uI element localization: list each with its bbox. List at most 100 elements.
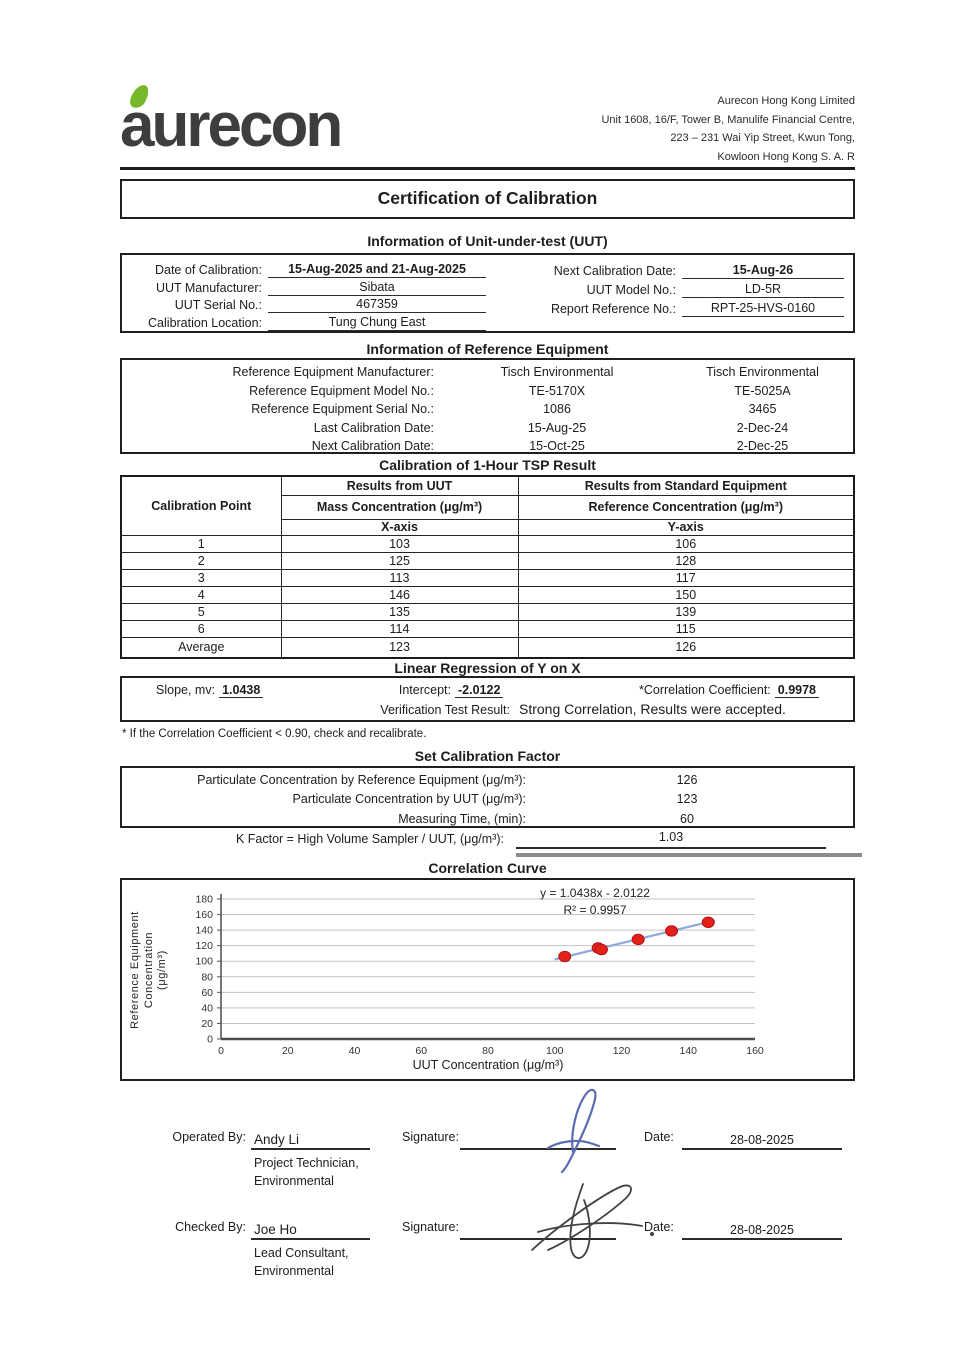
intercept-group: Intercept: -2.0122 [399, 683, 504, 698]
field-value: 2-Dec-24 [736, 420, 789, 435]
uut-field-serial-no: UUT Serial No.: 467359 [122, 296, 486, 314]
field-value: 126 [676, 772, 698, 787]
k-factor-row: K Factor = High Volume Sampler / UUT, (μ… [120, 830, 862, 860]
field-value: Tisch Environmental [500, 365, 614, 380]
chart-x-axis-label: UUT Concentration (μg/m³) [412, 1058, 564, 1072]
table-row: 4 146 150 [120, 585, 855, 604]
operator-name-block: Andy Li Project Technician, Environmenta… [251, 1122, 370, 1190]
table-row: 5 135 139 [120, 602, 855, 621]
field-label: Calibration Location: [148, 316, 262, 330]
reference-section-title: Information of Reference Equipment [366, 341, 609, 357]
field-label: UUT Serial No.: [174, 298, 262, 313]
document-title: Certification of Calibration [377, 188, 598, 208]
cell-point: Average [120, 636, 282, 659]
checked-by-label: Checked By: [175, 1220, 246, 1234]
checker-name: Joe Ho [251, 1212, 370, 1240]
field-value: 3465 [748, 402, 777, 417]
cell-point: 1 [120, 534, 282, 553]
r-squared: R² = 0.9957 [563, 903, 627, 917]
address-line: 223 – 231 Wai Yip Street, Kwun Tong, [670, 132, 855, 144]
svg-text:40: 40 [201, 1002, 213, 1014]
reference-info-box: Reference Equipment Manufacturer: Tisch … [120, 358, 855, 454]
cell-uut: 146 [280, 585, 519, 604]
field-label: Particulate Concentration by UUT (μg/m³)… [292, 792, 526, 807]
svg-text:60: 60 [415, 1045, 427, 1057]
svg-text:100: 100 [195, 956, 213, 968]
cell-point: 5 [120, 602, 282, 621]
checker-signature-image [531, 1183, 654, 1259]
reference-row: Next Calibration Date: 15-Oct-25 2-Dec-2… [122, 437, 853, 456]
svg-text:80: 80 [201, 971, 213, 983]
chart-y-axis-label: Reference Equipment Concentration (μg/m³… [129, 911, 168, 1029]
k-factor-value: 1.03 [516, 830, 826, 849]
column-subheader-mass-concentration: Mass Concentration (μg/m³) [280, 494, 519, 520]
k-factor-label: K Factor = High Volume Sampler / UUT, (μ… [235, 832, 504, 846]
operated-date: 28-08-2025 [682, 1122, 842, 1150]
factor-row: Particulate Concentration by Reference E… [122, 770, 853, 790]
cell-std: 106 [517, 534, 855, 553]
address-line: Unit 1608, 16/F, Tower B, Manulife Finan… [601, 113, 855, 126]
operator-signature-image [546, 1088, 601, 1174]
field-label: Next Calibration Date: [311, 439, 434, 454]
calibration-factor-box: Particulate Concentration by Reference E… [120, 766, 855, 828]
reference-row: Reference Equipment Manufacturer: Tisch … [122, 363, 853, 382]
checked-by-row: Checked By: Joe Ho Lead Consultant, Envi… [120, 1183, 855, 1294]
field-value: TE-5025A [734, 383, 791, 398]
tsp-section-title: Calibration of 1-Hour TSP Result [379, 457, 596, 473]
field-label: Next Calibration Date: [553, 264, 676, 278]
correlation-group: *Correlation Coefficient: 0.9978 [638, 683, 819, 698]
cell-std: 139 [517, 602, 855, 621]
correlation-chart-svg: 0 20 40 60 80 100 120 140 160 180 0 20 40 60 80 100 120 1… [195, 894, 764, 1058]
field-value: 15-Aug-2025 and 21-Aug-2025 [268, 261, 486, 278]
svg-text:140: 140 [679, 1045, 697, 1057]
field-label: Reference Equipment Model No.: [249, 383, 434, 398]
column-subheader-reference-concentration: Reference Concentration (μg/m³) [517, 494, 855, 520]
svg-text:20: 20 [282, 1045, 294, 1057]
field-value: 123 [676, 792, 698, 807]
field-label: Last Calibration Date: [313, 420, 434, 435]
field-value: RPT-25-HVS-0160 [682, 300, 844, 317]
cell-uut: 103 [280, 534, 519, 553]
correlation-label: *Correlation Coefficient: [638, 683, 771, 697]
cell-uut: 125 [280, 551, 519, 570]
cell-uut: 114 [280, 619, 519, 638]
uut-field-report-reference-no: Report Reference No.: RPT-25-HVS-0160 [486, 298, 844, 317]
column-header-calibration-point: Calibration Point [120, 475, 282, 536]
page-header: aurecon Aurecon Hong Kong Limited Unit 1… [120, 81, 855, 166]
field-value: 15-Oct-25 [529, 439, 585, 454]
field-label: UUT Model No.: [586, 283, 676, 297]
field-label: UUT Manufacturer: [155, 280, 262, 295]
regression-section-title: Linear Regression of Y on X [394, 660, 581, 676]
company-address: Aurecon Hong Kong Limited Unit 1608, 16/… [601, 84, 855, 166]
document-title-box: Certification of Calibration [120, 179, 855, 219]
logo-text: aurecon [120, 91, 343, 160]
operator-name: Andy Li [251, 1122, 370, 1150]
reference-row: Last Calibration Date: 15-Aug-25 2-Dec-2… [122, 419, 853, 438]
field-value: 15-Aug-26 [682, 262, 844, 279]
field-value: 2-Dec-25 [736, 439, 789, 454]
column-subheader-y-axis: Y-axis [517, 518, 855, 536]
cell-point: 4 [120, 585, 282, 604]
table-row: 2 125 128 [120, 551, 855, 570]
uut-field-model-no: UUT Model No.: LD-5R [486, 279, 844, 298]
svg-text:100: 100 [546, 1045, 564, 1057]
uut-field-next-calibration-date: Next Calibration Date: 15-Aug-26 [486, 260, 844, 279]
cell-point: 6 [120, 619, 282, 638]
field-value: 1086 [543, 402, 571, 417]
checked-date: 28-08-2025 [682, 1212, 842, 1240]
svg-text:160: 160 [746, 1045, 764, 1057]
correlation-chart: 0 20 40 60 80 100 120 140 160 180 0 20 40 60 80 100 120 1… [122, 880, 853, 1085]
svg-text:120: 120 [613, 1045, 631, 1057]
field-label: Reference Equipment Serial No.: [251, 402, 434, 417]
address-line: Kowloon Hong Kong S. A. R [717, 150, 855, 163]
svg-text:0: 0 [207, 1034, 213, 1046]
svg-text:60: 60 [201, 987, 213, 999]
header-divider [120, 167, 855, 170]
table-row: 6 114 115 [120, 619, 855, 638]
k-factor-double-underline [516, 853, 862, 857]
chart-title: Correlation Curve [428, 860, 547, 876]
slope-group: Slope, mv: 1.0438 [156, 683, 264, 698]
regression-box: Slope, mv: 1.0438 Intercept: -2.0122 *Corr… [120, 676, 855, 722]
factor-row: Measuring Time, (min): 60 [122, 809, 853, 829]
